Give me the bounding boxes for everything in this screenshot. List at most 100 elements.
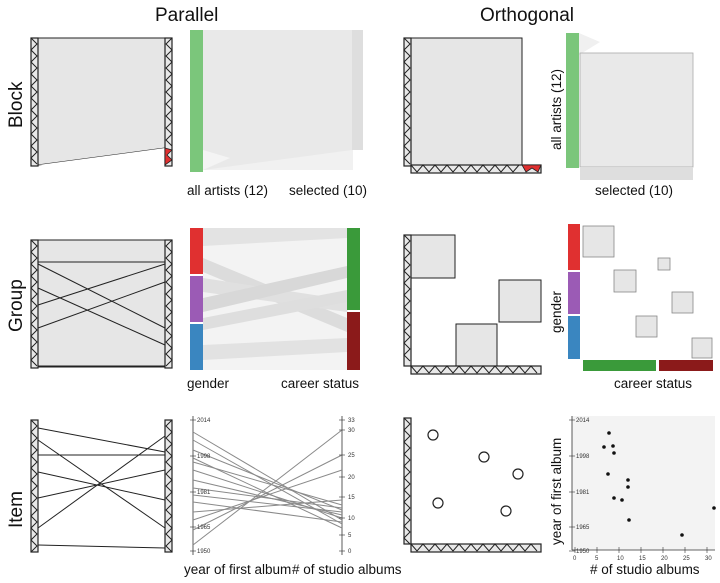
column-title-parallel: Parallel (155, 5, 218, 26)
albums-tick-label: 20 (348, 475, 355, 481)
zigzag-axis-right-item (165, 419, 173, 553)
scatter-y-tick-label: 1981 (576, 490, 590, 496)
scatter-x-tick-label: 25 (683, 556, 690, 562)
point (478, 451, 490, 463)
scatter-y-ticks: 2014 1998 1981 1965 1950 (569, 418, 590, 555)
year-tick-label: 1950 (197, 549, 211, 555)
year-axis-ticks: 2014 1998 1981 1965 1950 (190, 418, 211, 555)
scatter-y-tick-label: 1965 (576, 525, 590, 531)
group-orthogonal-schematic (403, 234, 542, 375)
zigzag-axis-bottom-item-ortho (410, 543, 538, 552)
point (500, 505, 512, 517)
parallel-line (192, 499, 343, 513)
albums-tick-label: 25 (348, 453, 355, 459)
row-title-block: Block (6, 81, 27, 128)
label-all-artists-parallel: all artists (12) (187, 183, 268, 198)
label-studio-albums-parallel: # of studio albums (292, 562, 402, 577)
scatter-y-tick-label: 2014 (576, 418, 590, 424)
label-all-artists-orthogonal: all artists (12) (549, 69, 564, 150)
parallel-line (192, 429, 343, 546)
zigzag-axis-left (30, 37, 38, 165)
zigzag-axis-left-item (30, 419, 38, 553)
scatter-dot (626, 485, 630, 489)
item-orthogonal-render: 2014 1998 1981 1965 1950 0 5 10 15 20 25 30 (569, 416, 716, 562)
albums-tick-label: 5 (348, 533, 352, 539)
zigzag-axis-bottom-ortho (410, 164, 520, 173)
albums-tick-label: 30 (348, 428, 355, 434)
year-tick-label: 2014 (197, 418, 211, 424)
item-orthogonal-schematic (403, 417, 542, 553)
group-parallel-schematic (30, 239, 173, 369)
year-tick-label: 1981 (197, 490, 211, 496)
label-selected-orthogonal: selected (10) (595, 183, 673, 198)
albums-tick-label: 33 (348, 418, 355, 424)
zigzag-axis-left-group-ortho (403, 234, 411, 362)
group-orthogonal-render (568, 224, 713, 371)
scatter-dot (680, 533, 684, 537)
scatter-dot (626, 478, 630, 482)
scatter-x-ticks: 0 5 10 15 20 25 30 (573, 547, 712, 562)
albums-axis-ticks: 33 30 25 20 15 10 5 0 (339, 418, 355, 555)
scatter-x-tick-label: 30 (705, 556, 712, 562)
group-parallel-render (190, 228, 360, 370)
block-orthogonal-render (566, 33, 694, 180)
scatter-points (602, 431, 716, 537)
albums-tick-label: 0 (348, 549, 352, 555)
point (427, 429, 439, 441)
item-parallel-schematic (30, 419, 173, 553)
parallel-coordinate-lines (192, 429, 343, 546)
label-selected-parallel: selected (10) (289, 183, 367, 198)
parallel-line (192, 431, 343, 521)
scatter-dot (627, 518, 631, 522)
scatter-y-tick-label: 1998 (576, 454, 590, 460)
parallel-line (192, 501, 343, 523)
scatter-x-tick-label: 10 (617, 556, 624, 562)
scatter-x-tick-label: 20 (661, 556, 668, 562)
scatter-dot (611, 444, 615, 448)
parallel-line (192, 494, 343, 513)
scatter-x-tick-label: 0 (573, 556, 577, 562)
scatter-dot (612, 451, 616, 455)
parallel-line (192, 449, 343, 511)
item-parallel-render: 2014 1998 1981 1965 1950 33 30 25 20 15 10 5 0 (190, 416, 355, 555)
row-title-group: Group (6, 279, 27, 332)
zigzag-axis-left-group (30, 239, 38, 367)
label-studio-albums-orthogonal: # of studio albums (590, 562, 700, 577)
block-parallel-render (190, 30, 363, 172)
scatter-dot (606, 472, 610, 476)
parallel-line (192, 439, 343, 525)
parallel-line (192, 457, 343, 529)
zigzag-axis-right-group (165, 239, 173, 367)
year-tick-label: 1965 (197, 525, 211, 531)
zigzag-axis-left-item-ortho (403, 417, 411, 545)
point (512, 468, 524, 480)
label-year-first-album-parallel: year of first album (184, 562, 291, 577)
albums-tick-label: 15 (348, 495, 355, 501)
scatter-dot (620, 498, 624, 502)
zigzag-axis-bottom-group-ortho (410, 365, 538, 374)
year-tick-label: 1998 (197, 454, 211, 460)
label-gender-orthogonal: gender (549, 290, 564, 333)
albums-tick-label: 10 (348, 516, 355, 522)
scatter-dot (607, 431, 611, 435)
scatter-dot (712, 506, 716, 510)
row-title-item: Item (6, 491, 27, 528)
parallel-line (192, 487, 343, 509)
column-title-orthogonal: Orthogonal (480, 5, 574, 26)
parallel-line (192, 469, 343, 521)
scatter-x-tick-label: 15 (639, 556, 646, 562)
parallel-line (192, 469, 343, 519)
scatter-x-tick-label: 5 (595, 556, 599, 562)
zigzag-axis-right (165, 37, 173, 147)
block-orthogonal-schematic (403, 37, 542, 174)
scatter-y-tick-label: 1950 (576, 549, 590, 555)
point (432, 497, 444, 509)
block-parallel-schematic (30, 37, 173, 167)
label-career-status-orthogonal: career status (614, 376, 692, 391)
label-career-status-parallel: career status (281, 376, 359, 391)
label-gender-parallel: gender (187, 376, 230, 391)
scatter-dot (612, 496, 616, 500)
label-year-first-album-orthogonal: year of first album (549, 438, 564, 545)
scatter-dot (602, 445, 606, 449)
